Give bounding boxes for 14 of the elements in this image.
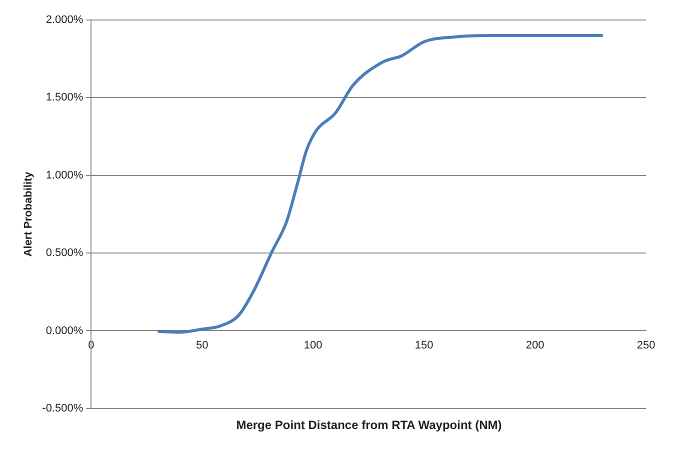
x-axis-title: Merge Point Distance from RTA Waypoint (NM) — [235, 418, 503, 432]
x-tick-label: 100 — [304, 339, 322, 352]
y-tick-label: 1.500% — [46, 92, 84, 104]
x-tick-label: 150 — [414, 339, 434, 352]
y-tick-label: 0.000% — [46, 324, 84, 337]
x-tick-label: 200 — [526, 339, 544, 352]
line-series — [157, 34, 604, 334]
y-tick-label: -0.500% — [42, 402, 84, 414]
y-tick-label: 2.000% — [46, 14, 84, 26]
y-tick-label: 0.500% — [46, 247, 84, 260]
x-tick-label: 50 — [196, 339, 208, 352]
y-axis-title: Alert Probability — [22, 170, 35, 257]
y-tick-label: 1.000% — [46, 169, 84, 182]
x-tick-label: 250 — [636, 339, 656, 352]
